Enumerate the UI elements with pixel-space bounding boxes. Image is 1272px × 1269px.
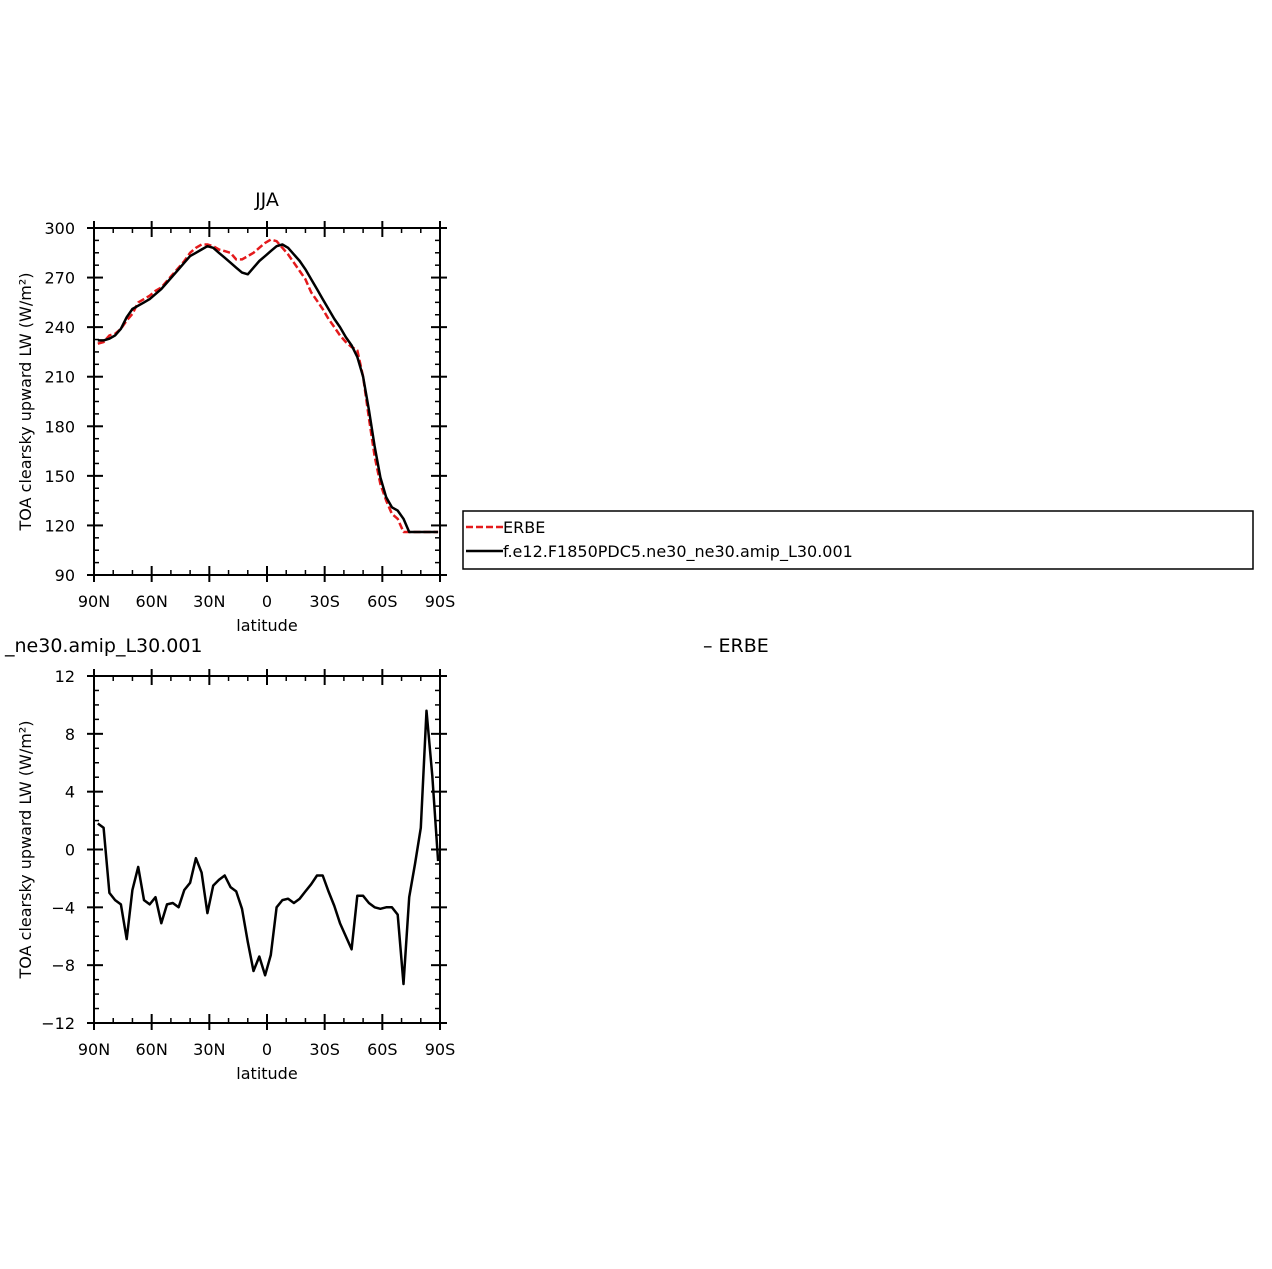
x-tick-label: 30S xyxy=(309,592,340,611)
x-axis-title: latitude xyxy=(236,1064,297,1083)
series-line-erbe xyxy=(97,238,439,534)
x-tick-label: 90S xyxy=(425,592,456,611)
legend-box xyxy=(462,510,1254,570)
y-axis-title: TOA clearsky upward LW (W/m²) xyxy=(16,273,35,532)
x-tick-label: 0 xyxy=(262,1040,272,1059)
y-tick-label: 270 xyxy=(44,269,75,288)
y-tick-label: 0 xyxy=(65,841,75,860)
y-tick-label: 90 xyxy=(55,566,75,585)
x-tick-label: 60N xyxy=(136,1040,168,1059)
x-tick-label: 60N xyxy=(136,592,168,611)
top-panel: 90N 60N 30N 0 30S 60S 90S 90 120 150 180 210 240 270 3… xyxy=(16,189,455,635)
y-tick-label: 210 xyxy=(44,368,75,387)
y-axis-title: TOA clearsky upward LW (W/m²) xyxy=(16,721,35,980)
x-tick-label: 30S xyxy=(309,1040,340,1059)
x-tick-label: 30N xyxy=(193,592,225,611)
x-tick-label: 60S xyxy=(367,1040,398,1059)
plot-frame xyxy=(93,227,441,576)
x-tick-label: 90N xyxy=(78,1040,110,1059)
series-line-model xyxy=(97,243,439,534)
y-tick-label: −12 xyxy=(41,1014,75,1033)
plot-title-right: – ERBE xyxy=(703,635,769,657)
y-tick-label: 150 xyxy=(44,467,75,486)
y-tick-label: 120 xyxy=(44,516,75,535)
x-tick-label: 30N xyxy=(193,1040,225,1059)
y-tick-label: 300 xyxy=(44,219,75,238)
legend-entry: ERBE xyxy=(503,518,545,537)
legend: ERBE f.e12.F1850PDC5.ne30_ne30.amip_L30.0… xyxy=(462,510,1254,570)
y-tick-label: 240 xyxy=(44,318,75,337)
y-tick-label: 8 xyxy=(65,725,75,744)
bottom-panel: 90N 60N 30N 0 30S 60S 90S −12 −8 −4 0 4 8 12 latitude T… xyxy=(4,635,769,1083)
series-line-model xyxy=(97,709,440,986)
y-tick-label: −4 xyxy=(51,898,75,917)
x-tick-label: 90S xyxy=(425,1040,456,1059)
x-axis-title: latitude xyxy=(236,616,297,635)
y-tick-label: 4 xyxy=(65,783,75,802)
y-tick-label: −8 xyxy=(51,956,75,975)
plot-title: _ne30.amip_L30.001 xyxy=(4,635,203,657)
legend-entry: f.e12.F1850PDC5.ne30_ne30.amip_L30.001 xyxy=(503,542,853,562)
x-tick-label: 0 xyxy=(262,592,272,611)
x-tick-label: 60S xyxy=(367,592,398,611)
y-tick-label: 180 xyxy=(44,417,75,436)
y-tick-label: 12 xyxy=(55,667,75,686)
x-tick-label: 90N xyxy=(78,592,110,611)
plot-title: JJA xyxy=(254,189,279,211)
